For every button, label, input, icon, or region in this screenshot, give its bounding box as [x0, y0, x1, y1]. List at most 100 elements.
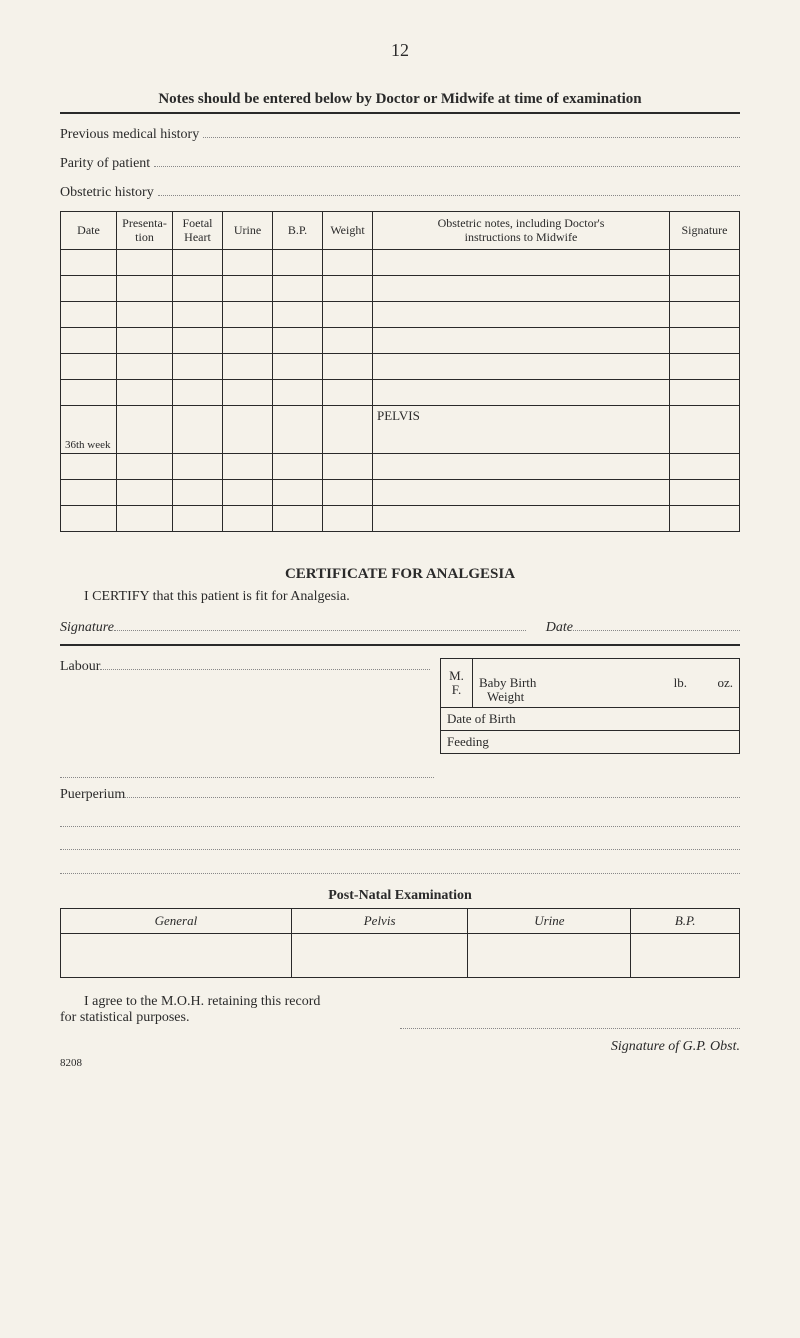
certificate-signature-fill[interactable]: [114, 617, 526, 631]
table-cell[interactable]: [273, 479, 323, 505]
labour-row: Labour M. F. Baby Birth Weight lb.: [60, 656, 740, 755]
postnatal-data-row: [61, 933, 740, 977]
table-cell[interactable]: [273, 301, 323, 327]
table-cell[interactable]: [61, 453, 117, 479]
table-cell[interactable]: [373, 353, 670, 379]
birth-feeding: Feeding: [441, 731, 740, 754]
table-cell[interactable]: [670, 275, 740, 301]
table-cell[interactable]: [117, 353, 173, 379]
table-cell[interactable]: [273, 505, 323, 531]
table-cell[interactable]: [323, 505, 373, 531]
puerperium-fill-2[interactable]: [60, 807, 740, 827]
table-cell[interactable]: [173, 453, 223, 479]
table-cell[interactable]: [61, 479, 117, 505]
table-cell[interactable]: [670, 505, 740, 531]
table-cell[interactable]: [173, 249, 223, 275]
table-cell[interactable]: [670, 353, 740, 379]
table-cell[interactable]: [273, 327, 323, 353]
table-cell[interactable]: [323, 405, 373, 453]
table-cell[interactable]: [117, 249, 173, 275]
table-cell[interactable]: [323, 327, 373, 353]
table-cell[interactable]: [223, 379, 273, 405]
table-cell[interactable]: [223, 405, 273, 453]
certificate-date-fill[interactable]: [573, 617, 740, 631]
table-cell[interactable]: [323, 479, 373, 505]
postnatal-col-urine: Urine: [468, 908, 631, 933]
table-cell[interactable]: [223, 249, 273, 275]
table-cell[interactable]: [117, 275, 173, 301]
table-cell[interactable]: [61, 249, 117, 275]
table-cell[interactable]: [670, 249, 740, 275]
table-cell[interactable]: [670, 479, 740, 505]
table-cell[interactable]: [173, 353, 223, 379]
table-cell[interactable]: [670, 379, 740, 405]
table-cell[interactable]: [173, 505, 223, 531]
col-date: Date: [61, 212, 117, 250]
pelvis-label-cell: PELVIS: [373, 405, 670, 453]
table-cell[interactable]: [373, 327, 670, 353]
labour-line-2[interactable]: [60, 758, 434, 778]
table-cell[interactable]: [173, 275, 223, 301]
table-cell[interactable]: [61, 353, 117, 379]
table-cell[interactable]: [323, 453, 373, 479]
table-cell[interactable]: [670, 405, 740, 453]
table-cell[interactable]: [373, 505, 670, 531]
table-cell[interactable]: [61, 379, 117, 405]
postnatal-cell-bp[interactable]: [631, 933, 740, 977]
puerperium-fill-4[interactable]: [60, 854, 740, 874]
table-cell[interactable]: [323, 275, 373, 301]
table-cell[interactable]: [670, 301, 740, 327]
table-cell[interactable]: [273, 249, 323, 275]
fill-parity[interactable]: [154, 153, 740, 167]
table-cell[interactable]: [223, 453, 273, 479]
table-cell[interactable]: [373, 453, 670, 479]
postnatal-cell-general[interactable]: [61, 933, 292, 977]
table-cell[interactable]: [273, 405, 323, 453]
table-cell[interactable]: [273, 353, 323, 379]
table-cell[interactable]: [223, 275, 273, 301]
table-cell[interactable]: [373, 275, 670, 301]
table-cell[interactable]: [273, 275, 323, 301]
table-cell[interactable]: [61, 505, 117, 531]
table-cell[interactable]: [117, 379, 173, 405]
postnatal-cell-urine[interactable]: [468, 933, 631, 977]
table-cell[interactable]: [223, 479, 273, 505]
table-cell[interactable]: [223, 505, 273, 531]
postnatal-cell-pelvis[interactable]: [291, 933, 468, 977]
table-cell[interactable]: [273, 453, 323, 479]
table-cell[interactable]: [323, 301, 373, 327]
table-cell[interactable]: [323, 379, 373, 405]
table-cell[interactable]: [61, 327, 117, 353]
table-cell[interactable]: [323, 353, 373, 379]
table-cell[interactable]: [117, 405, 173, 453]
table-cell[interactable]: [173, 327, 223, 353]
table-cell[interactable]: [323, 249, 373, 275]
table-cell[interactable]: [117, 453, 173, 479]
table-cell[interactable]: [117, 301, 173, 327]
table-cell[interactable]: [223, 327, 273, 353]
table-cell[interactable]: [273, 379, 323, 405]
table-cell[interactable]: [117, 479, 173, 505]
puerperium-fill-1[interactable]: [125, 784, 740, 798]
puerperium-fill-3[interactable]: [60, 831, 740, 851]
table-cell[interactable]: [373, 379, 670, 405]
fill-obstetric-history[interactable]: [158, 182, 740, 196]
table-cell[interactable]: [373, 479, 670, 505]
table-cell[interactable]: [173, 379, 223, 405]
labour-fill[interactable]: [100, 656, 430, 670]
agree-signature-line[interactable]: [400, 1010, 740, 1030]
fill-previous-history[interactable]: [203, 124, 740, 138]
table-cell[interactable]: [223, 353, 273, 379]
table-cell[interactable]: [61, 301, 117, 327]
table-cell[interactable]: [373, 249, 670, 275]
table-cell[interactable]: [173, 301, 223, 327]
table-cell[interactable]: [373, 301, 670, 327]
table-cell[interactable]: [61, 275, 117, 301]
table-cell[interactable]: [117, 327, 173, 353]
table-cell[interactable]: [670, 453, 740, 479]
table-cell[interactable]: [173, 405, 223, 453]
table-cell[interactable]: [670, 327, 740, 353]
table-cell[interactable]: [223, 301, 273, 327]
table-cell[interactable]: [117, 505, 173, 531]
table-cell[interactable]: [173, 479, 223, 505]
